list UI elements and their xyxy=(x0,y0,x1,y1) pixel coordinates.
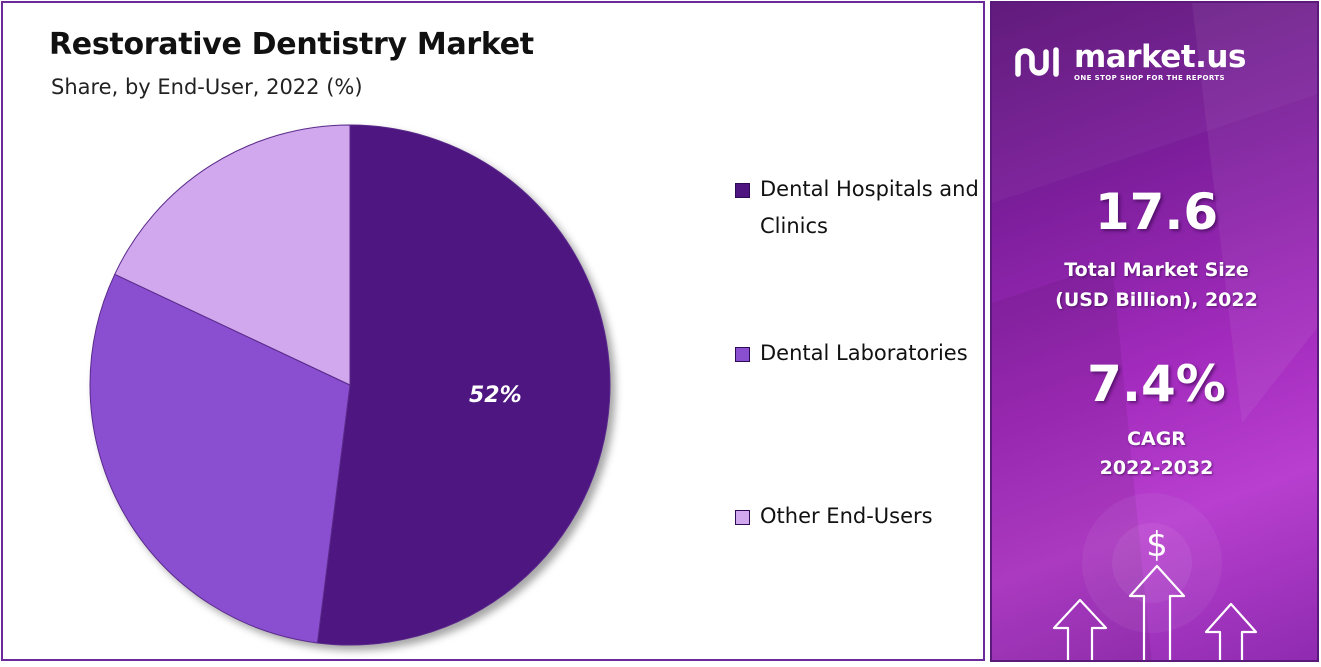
legend-swatch xyxy=(735,510,750,525)
market-size-value: 17.6 xyxy=(1094,183,1219,241)
cagr-label: CAGR xyxy=(1127,428,1186,450)
chart-title: Restorative Dentistry Market xyxy=(49,27,534,62)
legend-label: Other End-Users xyxy=(760,504,933,528)
cagr-period-label: 2022-2032 xyxy=(1099,457,1214,479)
legend-label: Dental Laboratories xyxy=(760,341,968,365)
chart-subtitle: Share, by End-User, 2022 (%) xyxy=(51,75,363,99)
brand-name: market.us xyxy=(1074,39,1246,75)
legend-label: Dental Hospitals and Clinics xyxy=(760,177,979,238)
market-size-unit-label: (USD Billion), 2022 xyxy=(1055,289,1258,311)
market-size-label: Total Market Size xyxy=(1064,259,1249,281)
legend-swatch xyxy=(735,183,750,198)
background-texture xyxy=(992,3,1317,660)
market-us-logo-icon xyxy=(1015,46,1059,77)
dollar-sign-icon: $ xyxy=(1146,525,1168,565)
legend-item-dental-hospitals: Dental Hospitals and Clinics xyxy=(735,175,980,245)
growth-arrows-icon: $ xyxy=(1052,525,1258,660)
stats-sidebar: market.us ONE STOP SHOP FOR THE REPORTS … xyxy=(990,1,1319,662)
pie-slice-label: 52% xyxy=(469,383,522,408)
legend-swatch xyxy=(735,347,750,362)
pie-chart: 52% xyxy=(89,124,611,646)
legend-item-other-end-users: Other End-Users xyxy=(735,502,980,535)
chart-panel: Restorative Dentistry Market Share, by E… xyxy=(1,1,985,661)
brand: market.us ONE STOP SHOP FOR THE REPORTS xyxy=(1014,41,1246,82)
cagr-value: 7.4% xyxy=(1087,355,1226,413)
pie-slice-other-end-users xyxy=(114,124,351,386)
pie-slice-dental-laboratories xyxy=(89,273,351,644)
legend-item-dental-laboratories: Dental Laboratories xyxy=(735,339,980,372)
pie-slice-dental-hospitals xyxy=(316,124,611,646)
brand-tagline: ONE STOP SHOP FOR THE REPORTS xyxy=(1074,74,1225,82)
